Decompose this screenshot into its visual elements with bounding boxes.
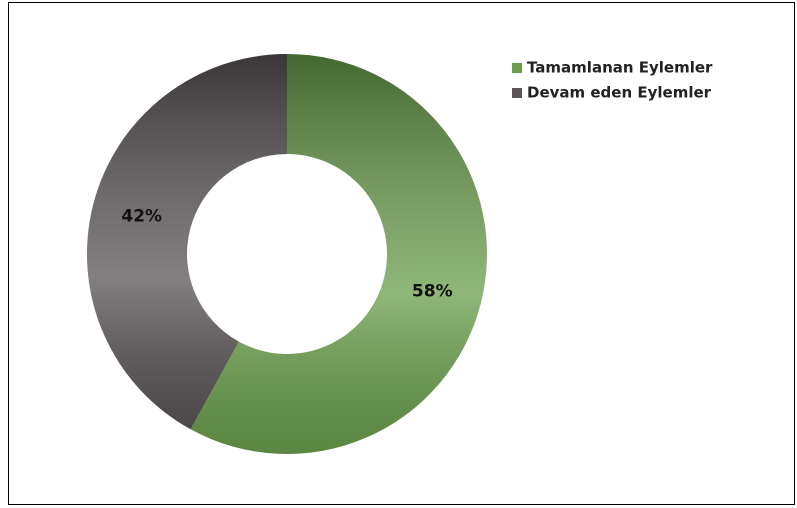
data-label: 42% [121, 207, 162, 227]
legend-label: Devam eden Eylemler [527, 84, 712, 102]
legend-label: Tamamlanan Eylemler [527, 59, 713, 77]
legend-swatch [512, 88, 522, 98]
data-label: 58% [412, 281, 453, 301]
legend-swatch [512, 63, 522, 73]
